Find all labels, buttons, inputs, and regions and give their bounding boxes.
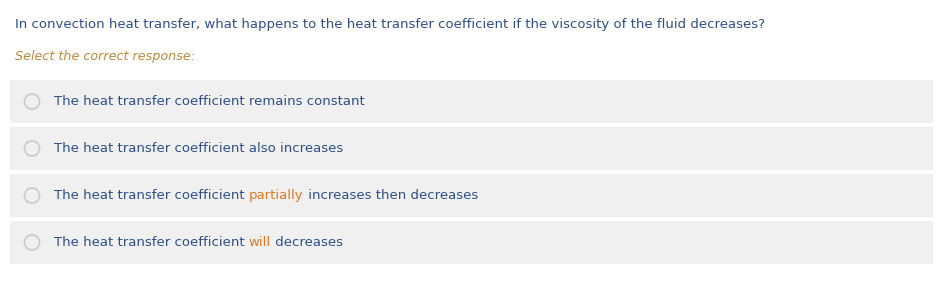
Text: increases then decreases: increases then decreases [304,189,478,202]
Text: decreases: decreases [271,236,343,249]
FancyBboxPatch shape [10,80,933,123]
Text: The heat transfer coefficient: The heat transfer coefficient [54,236,249,249]
FancyBboxPatch shape [10,174,933,217]
Text: will: will [249,236,271,249]
Text: partially: partially [249,189,304,202]
Text: In convection heat transfer, what happens to the heat transfer coefficient if th: In convection heat transfer, what happen… [15,18,765,31]
Text: Select the correct response:: Select the correct response: [15,50,195,63]
Text: The heat transfer coefficient: The heat transfer coefficient [54,189,249,202]
FancyBboxPatch shape [10,127,933,170]
FancyBboxPatch shape [10,221,933,264]
Text: The heat transfer coefficient also increases: The heat transfer coefficient also incre… [54,142,343,155]
Text: The heat transfer coefficient remains constant: The heat transfer coefficient remains co… [54,95,365,108]
